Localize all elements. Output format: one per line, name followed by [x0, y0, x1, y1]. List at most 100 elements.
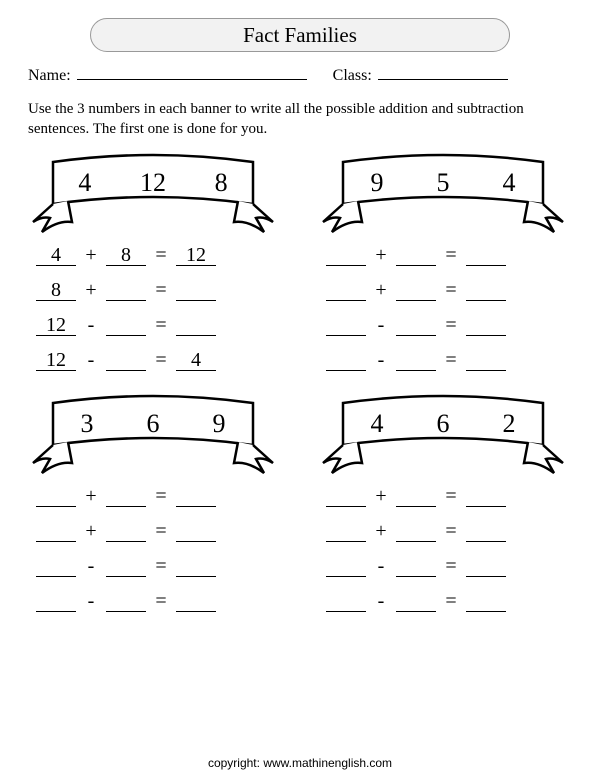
equation-row: + = [326, 240, 572, 266]
equation-row: 4 + 8 = 12 [36, 240, 282, 266]
name-blank[interactable] [77, 62, 307, 80]
operand-slot[interactable] [396, 349, 436, 371]
operand-slot[interactable] [326, 555, 366, 577]
equals-sign: = [444, 314, 458, 336]
operand-slot[interactable] [36, 520, 76, 542]
banner: 9 5 4 [318, 152, 572, 234]
banner-number: 12 [140, 168, 166, 198]
operand-slot[interactable] [396, 555, 436, 577]
operator: + [84, 485, 98, 507]
copyright-footer: copyright: www.mathinenglish.com [0, 756, 600, 770]
result-slot[interactable] [466, 590, 506, 612]
equation-row: - = [36, 551, 282, 577]
result-slot[interactable]: 12 [176, 244, 216, 266]
result-slot[interactable] [466, 555, 506, 577]
operator: - [84, 314, 98, 336]
banner-number: 2 [503, 409, 516, 439]
operand-slot[interactable] [36, 590, 76, 612]
name-label: Name: [28, 67, 71, 85]
result-slot[interactable] [466, 279, 506, 301]
equation-row: - = [326, 586, 572, 612]
operator: - [84, 555, 98, 577]
page-title: Fact Families [90, 18, 510, 52]
equation-list: + = + = - = [318, 481, 572, 612]
operand-slot[interactable] [326, 349, 366, 371]
result-slot[interactable] [176, 279, 216, 301]
banner: 3 6 9 [28, 393, 282, 475]
operand-slot[interactable]: 12 [36, 314, 76, 336]
operand-slot[interactable] [326, 279, 366, 301]
operator: + [84, 279, 98, 301]
name-class-row: Name: Class: [28, 62, 572, 85]
result-slot[interactable] [466, 244, 506, 266]
banner-number: 6 [437, 409, 450, 439]
equation-row: 8 + = [36, 275, 282, 301]
result-slot[interactable] [176, 314, 216, 336]
operand-slot[interactable] [106, 555, 146, 577]
operand-slot[interactable]: 12 [36, 349, 76, 371]
operand-slot[interactable] [396, 314, 436, 336]
operand-slot[interactable] [106, 349, 146, 371]
operator: - [84, 349, 98, 371]
operator: - [374, 349, 388, 371]
operand-slot[interactable] [326, 314, 366, 336]
operand-slot[interactable] [326, 485, 366, 507]
equals-sign: = [444, 555, 458, 577]
result-slot[interactable] [466, 314, 506, 336]
banner-number: 3 [81, 409, 94, 439]
banner-number: 9 [213, 409, 226, 439]
problem-cell: 9 5 4 + = + = [318, 152, 572, 371]
class-blank[interactable] [378, 62, 508, 80]
operand-slot[interactable] [106, 279, 146, 301]
operand-slot[interactable] [396, 520, 436, 542]
banner-number: 9 [371, 168, 384, 198]
operand-slot[interactable] [36, 485, 76, 507]
equation-row: + = [36, 516, 282, 542]
operator: + [84, 520, 98, 542]
class-label: Class: [333, 67, 372, 85]
operand-slot[interactable] [396, 485, 436, 507]
equation-row: + = [326, 516, 572, 542]
result-slot[interactable] [176, 555, 216, 577]
problem-cell: 4 6 2 + = + = [318, 393, 572, 612]
equation-row: 12 - = [36, 310, 282, 336]
banner-number: 8 [215, 168, 228, 198]
operand-slot[interactable] [326, 520, 366, 542]
instructions-text: Use the 3 numbers in each banner to writ… [28, 99, 572, 140]
result-slot[interactable] [176, 590, 216, 612]
result-slot[interactable] [176, 485, 216, 507]
equals-sign: = [444, 279, 458, 301]
banner-number: 5 [437, 168, 450, 198]
equation-row: - = [326, 345, 572, 371]
equation-row: + = [326, 275, 572, 301]
result-slot[interactable] [176, 520, 216, 542]
operand-slot[interactable] [326, 590, 366, 612]
equation-row: - = [36, 586, 282, 612]
result-slot[interactable] [466, 485, 506, 507]
result-slot[interactable] [466, 520, 506, 542]
operand-slot[interactable] [106, 485, 146, 507]
result-slot[interactable] [466, 349, 506, 371]
equation-list: + = + = - = [318, 240, 572, 371]
operand-slot[interactable]: 4 [36, 244, 76, 266]
result-slot[interactable]: 4 [176, 349, 216, 371]
operand-slot[interactable] [396, 244, 436, 266]
operator: + [374, 244, 388, 266]
banner-number: 4 [503, 168, 516, 198]
operand-slot[interactable] [396, 590, 436, 612]
operand-slot[interactable] [106, 520, 146, 542]
equals-sign: = [154, 485, 168, 507]
operand-slot[interactable]: 8 [106, 244, 146, 266]
equation-row: 12 - = 4 [36, 345, 282, 371]
operand-slot[interactable] [106, 314, 146, 336]
operand-slot[interactable] [326, 244, 366, 266]
equals-sign: = [154, 314, 168, 336]
operand-slot[interactable] [36, 555, 76, 577]
operand-slot[interactable] [106, 590, 146, 612]
operand-slot[interactable]: 8 [36, 279, 76, 301]
banner-number: 6 [147, 409, 160, 439]
equation-list: 4 + 8 = 12 8 + = 12 - = [28, 240, 282, 371]
operand-slot[interactable] [396, 279, 436, 301]
banner-number: 4 [371, 409, 384, 439]
operator: + [84, 244, 98, 266]
